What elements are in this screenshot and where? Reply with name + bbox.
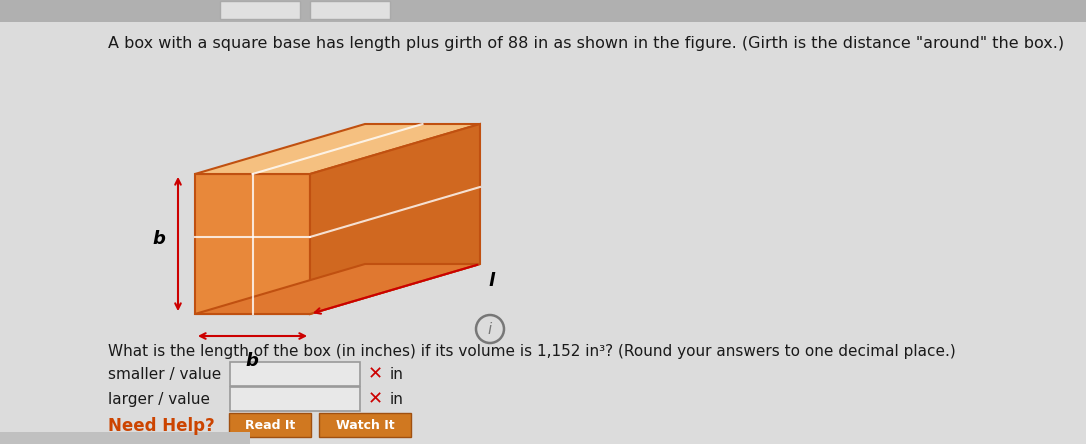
Bar xyxy=(0,0,1086,24)
Text: Watch It: Watch It xyxy=(336,419,394,432)
Text: b: b xyxy=(152,230,165,248)
Text: smaller / value: smaller / value xyxy=(108,366,222,381)
Polygon shape xyxy=(310,124,480,314)
Text: ✕: ✕ xyxy=(368,390,383,408)
FancyBboxPatch shape xyxy=(319,413,411,437)
Text: Read It: Read It xyxy=(244,419,295,432)
Polygon shape xyxy=(195,264,480,314)
FancyBboxPatch shape xyxy=(230,362,359,386)
Text: ✕: ✕ xyxy=(368,365,383,383)
Text: l: l xyxy=(488,272,494,290)
FancyBboxPatch shape xyxy=(310,1,390,19)
Bar xyxy=(0,432,250,444)
FancyBboxPatch shape xyxy=(230,387,359,411)
Text: Need Help?: Need Help? xyxy=(108,417,215,435)
Text: i: i xyxy=(488,321,492,337)
Text: in: in xyxy=(390,392,404,407)
Polygon shape xyxy=(195,174,310,314)
Text: larger / value: larger / value xyxy=(108,392,210,407)
FancyBboxPatch shape xyxy=(220,1,300,19)
Text: b: b xyxy=(245,352,258,370)
Polygon shape xyxy=(195,124,480,174)
Text: What is the length of the box (in inches) if its volume is 1,152 in³? (Round you: What is the length of the box (in inches… xyxy=(108,344,956,359)
Text: A box with a square base has length plus girth of 88 in as shown in the figure. : A box with a square base has length plus… xyxy=(108,36,1064,51)
FancyBboxPatch shape xyxy=(229,413,311,437)
Text: in: in xyxy=(390,366,404,381)
